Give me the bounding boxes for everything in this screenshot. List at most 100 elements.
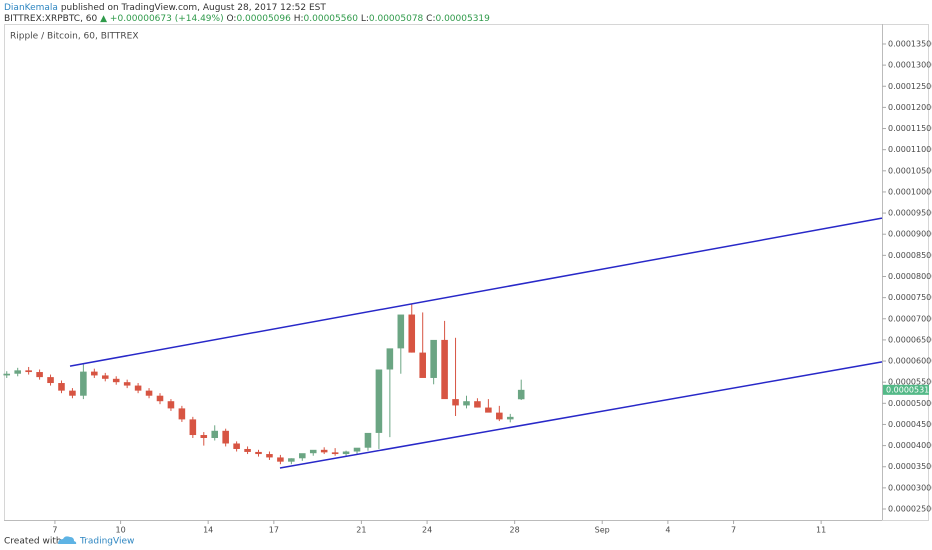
candle-body: [408, 314, 416, 353]
candle-body: [156, 395, 164, 402]
y-tick-label: 0.00004500: [888, 420, 932, 429]
candle-body: [386, 348, 394, 370]
candle-body: [474, 401, 481, 408]
candle-body: [309, 449, 317, 454]
ohlc-label: H:: [294, 14, 304, 24]
footer-text: Created with: [4, 537, 62, 547]
candle-body: [58, 383, 65, 391]
candle-body: [233, 443, 240, 449]
ohlc-label: O:: [226, 14, 236, 24]
x-tick-label: 11: [816, 526, 826, 535]
candle-body: [430, 339, 437, 378]
candle-body: [244, 448, 251, 452]
candle-body: [496, 412, 503, 420]
candle-body: [266, 454, 273, 458]
y-tick-label: 0.00010000: [888, 187, 932, 196]
candle-body: [277, 457, 284, 462]
x-tick-label: 24: [422, 526, 432, 535]
author[interactable]: DianKemala: [4, 3, 58, 13]
candle-body: [288, 458, 295, 462]
candle-body: [364, 432, 372, 448]
candle-body: [123, 382, 131, 386]
candle-body: [485, 407, 492, 413]
candle-body: [517, 389, 525, 400]
ohlc-label: C:: [426, 14, 435, 24]
chart-title: Ripple / Bitcoin, 60, BITTREX: [10, 32, 139, 42]
symbol-line: BITTREX:XRPBTC, 60 ▲ +0.00000673 (+14.49…: [4, 14, 490, 24]
y-tick-label: 0.00011500: [888, 124, 932, 133]
x-tick-label: 17: [269, 526, 279, 535]
x-tick-label: Sep: [595, 526, 610, 535]
y-tick-label: 0.00012000: [888, 103, 932, 112]
candle-body: [211, 430, 219, 438]
y-tick-label: 0.00011000: [888, 145, 932, 154]
y-tick-label: 0.00002500: [888, 505, 932, 514]
candle-body: [3, 373, 11, 376]
x-tick-label: 4: [665, 526, 670, 535]
candle-body: [178, 408, 186, 420]
y-tick-label: 0.00003500: [888, 462, 932, 471]
ohlc-value: 0.00005319: [435, 14, 490, 24]
ohlc-value: 0.00005078: [369, 14, 424, 24]
candle-body: [25, 370, 32, 373]
published: published on TradingView.com, August 28,…: [61, 3, 327, 13]
candle-body: [397, 314, 405, 349]
change: ▲ +0.00000673 (+14.49%): [100, 14, 223, 24]
last-price-tag: [883, 384, 929, 395]
candle-body: [506, 416, 514, 420]
candle-body: [189, 419, 197, 436]
candle-body: [353, 447, 361, 452]
y-tick-label: 0.00013500: [888, 39, 932, 48]
candle-body: [36, 372, 43, 378]
candle-body: [167, 401, 175, 409]
candle-body: [145, 390, 153, 396]
candle-body: [101, 375, 109, 379]
y-tick-label: 0.00006000: [888, 357, 932, 366]
x-tick-label: 10: [115, 526, 125, 535]
candle-body: [320, 449, 328, 453]
x-tick-label: 28: [510, 526, 520, 535]
footer: Created with TradingView: [4, 536, 134, 547]
candle-body: [200, 435, 208, 438]
ohlc-label: L:: [361, 14, 369, 24]
candle-body: [255, 451, 262, 455]
y-tick-label: 0.00007500: [888, 293, 932, 302]
last-price-label: 0.00005319: [886, 385, 932, 394]
candle-body: [331, 452, 339, 455]
trend-line: [279, 361, 883, 469]
y-tick-label: 0.00003000: [888, 483, 932, 492]
y-tick-label: 0.00008500: [888, 251, 932, 260]
y-tick-label: 0.00005000: [888, 399, 932, 408]
candle-body: [222, 430, 229, 444]
candle-body: [452, 399, 459, 406]
y-tick-label: 0.00013000: [888, 61, 932, 70]
y-tick-label: 0.00008000: [888, 272, 932, 281]
header-line: DianKemala published on TradingView.com,…: [4, 3, 326, 13]
symbol: BITTREX:XRPBTC, 60: [4, 14, 98, 24]
candle-body: [299, 453, 306, 459]
x-tick-label: 21: [356, 526, 366, 535]
candle-body: [441, 339, 448, 400]
candle-body: [419, 352, 426, 378]
y-tick-label: 0.00006500: [888, 335, 932, 344]
y-tick-label: 0.00007000: [888, 314, 932, 323]
y-tick-label: 0.00012500: [888, 82, 932, 91]
x-tick-label: 7: [731, 526, 736, 535]
logo-icon: [58, 536, 77, 544]
ohlc-value: 0.00005096: [236, 14, 291, 24]
candle-body: [69, 390, 76, 396]
y-tick-label: 0.00004000: [888, 441, 932, 450]
x-tick-label: 7: [52, 526, 57, 535]
y-tick-label: 0.00009500: [888, 209, 932, 218]
y-tick-label: 0.00005500: [888, 378, 932, 387]
y-tick-label: 0.00010500: [888, 166, 932, 175]
candle-body: [14, 370, 21, 374]
footer-brand[interactable]: TradingView: [79, 537, 134, 547]
candle-body: [342, 451, 350, 455]
candle-body: [463, 401, 470, 406]
trend-line: [69, 217, 883, 367]
candle-body: [47, 377, 54, 384]
y-tick-label: 0.00009000: [888, 230, 932, 239]
